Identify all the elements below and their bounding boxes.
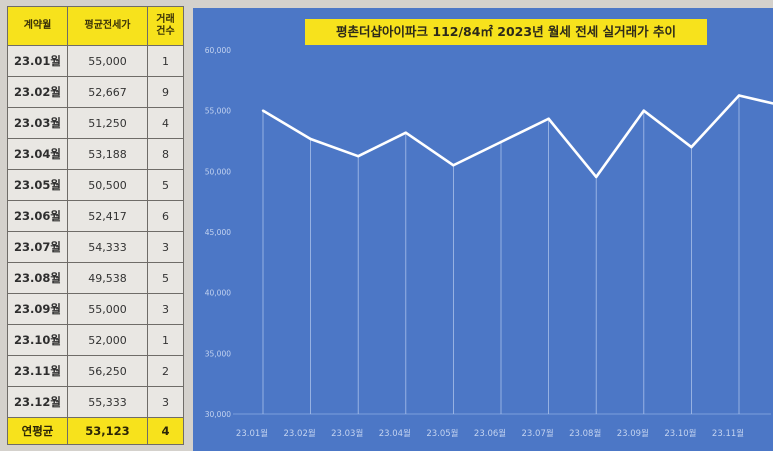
- table-row: 23.07월 54,333 3: [7, 231, 184, 263]
- y-tick-label: 40,000: [205, 289, 231, 298]
- cell-price: 54,333: [67, 231, 148, 263]
- data-point: [309, 137, 312, 141]
- cell-price: 51,250: [67, 107, 148, 139]
- header-month: 계약월: [7, 6, 68, 46]
- cell-month: 23.04월: [7, 138, 68, 170]
- cell-count: 2: [147, 355, 184, 387]
- table-row: 23.10월 52,000 1: [7, 324, 184, 356]
- cell-count: 5: [147, 262, 184, 294]
- cell-count: 3: [147, 293, 184, 325]
- cell-month: 23.02월: [7, 76, 68, 108]
- cell-month: 23.10월: [7, 324, 68, 356]
- x-tick-label: 23.01월: [236, 428, 268, 439]
- cell-month: 23.07월: [7, 231, 68, 263]
- cell-price: 50,500: [67, 169, 148, 201]
- data-point: [261, 109, 265, 112]
- chart-panel: 30,000 35,000 40,000 45,000 50,000 55,000 60,0…: [193, 8, 773, 451]
- table-row: 23.12월 55,333 3: [7, 386, 184, 418]
- table-row: 23.11월 56,250 2: [7, 355, 184, 387]
- y-tick-label: 35,000: [205, 349, 231, 358]
- cell-price: 55,000: [67, 45, 148, 77]
- line-chart: 30,000 35,000 40,000 45,000 50,000 55,000 60,0…: [205, 46, 773, 439]
- data-point: [690, 145, 693, 149]
- data-point: [404, 131, 407, 134]
- y-tick-label: 30,000: [205, 410, 231, 419]
- footer-label: 연평균: [7, 417, 68, 445]
- y-tick-label: 45,000: [205, 228, 231, 237]
- table-footer-row: 연평균 53,123 4: [7, 417, 184, 445]
- data-point: [452, 164, 455, 167]
- footer-count: 4: [147, 417, 184, 445]
- cell-count: 5: [147, 169, 184, 201]
- cell-count: 1: [147, 45, 184, 77]
- cell-count: 9: [147, 76, 184, 108]
- data-point: [357, 154, 360, 158]
- cell-price: 53,188: [67, 138, 148, 170]
- y-tick-label: 60,000: [205, 46, 231, 55]
- cell-month: 23.09월: [7, 293, 68, 325]
- table-row: 23.02월 52,667 9: [7, 76, 184, 108]
- x-tick-label: 23.02월: [284, 428, 316, 439]
- x-tick-label: 23.09월: [617, 428, 649, 439]
- table-header-row: 계약월 평균전세가 거래 건수: [7, 6, 184, 46]
- data-point: [547, 117, 550, 120]
- table-row: 23.08월 49,538 5: [7, 262, 184, 294]
- x-tick-label: 23.07월: [522, 428, 554, 439]
- table-row: 23.06월 52,417 6: [7, 200, 184, 232]
- cell-count: 8: [147, 138, 184, 170]
- data-point: [499, 140, 503, 144]
- table-row: 23.09월 55,000 3: [7, 293, 184, 325]
- x-tick-label: 23.05월: [426, 428, 458, 439]
- cell-month: 23.08월: [7, 262, 68, 294]
- table-row: 23.04월 53,188 8: [7, 138, 184, 170]
- cell-price: 52,667: [67, 76, 148, 108]
- x-tick-label: 23.08월: [569, 428, 601, 439]
- cell-month: 23.01월: [7, 45, 68, 77]
- cell-price: 49,538: [67, 262, 148, 294]
- cell-price: 52,417: [67, 200, 148, 232]
- x-tick-label: 23.06월: [474, 428, 506, 439]
- cell-price: 52,000: [67, 324, 148, 356]
- table-row: 23.01월 55,000 1: [7, 45, 184, 77]
- data-point: [642, 109, 645, 112]
- cell-count: 1: [147, 324, 184, 356]
- y-tick-label: 50,000: [205, 167, 231, 176]
- cell-month: 23.05월: [7, 169, 68, 201]
- footer-price: 53,123: [67, 417, 148, 445]
- cell-price: 56,250: [67, 355, 148, 387]
- header-count: 거래 건수: [147, 6, 184, 46]
- x-tick-label: 23.04월: [379, 428, 411, 439]
- cell-count: 4: [147, 107, 184, 139]
- x-tick-label: 23.11월: [712, 428, 744, 439]
- cell-month: 23.12월: [7, 386, 68, 418]
- x-tick-label: 23.10월: [664, 428, 696, 439]
- price-table: 계약월 평균전세가 거래 건수 23.01월 55,000 1 23.02월 52,66…: [7, 6, 184, 445]
- table-row: 23.03월 51,250 4: [7, 107, 184, 139]
- cell-count: 3: [147, 231, 184, 263]
- table-row: 23.05월 50,500 5: [7, 169, 184, 201]
- cell-price: 55,333: [67, 386, 148, 418]
- cell-month: 23.11월: [7, 355, 68, 387]
- cell-count: 6: [147, 200, 184, 232]
- header-avg-price: 평균전세가: [67, 6, 148, 46]
- cell-price: 55,000: [67, 293, 148, 325]
- cell-month: 23.06월: [7, 200, 68, 232]
- cell-count: 3: [147, 386, 184, 418]
- data-point: [595, 175, 598, 179]
- y-tick-label: 55,000: [205, 107, 231, 116]
- chart-title: 평촌더샵아이파크 112/84㎡ 2023년 월세 전세 실거래가 추이: [305, 19, 707, 45]
- data-point: [737, 94, 741, 97]
- cell-month: 23.03월: [7, 107, 68, 139]
- x-tick-label: 23.03월: [331, 428, 363, 439]
- series-line: [262, 94, 773, 179]
